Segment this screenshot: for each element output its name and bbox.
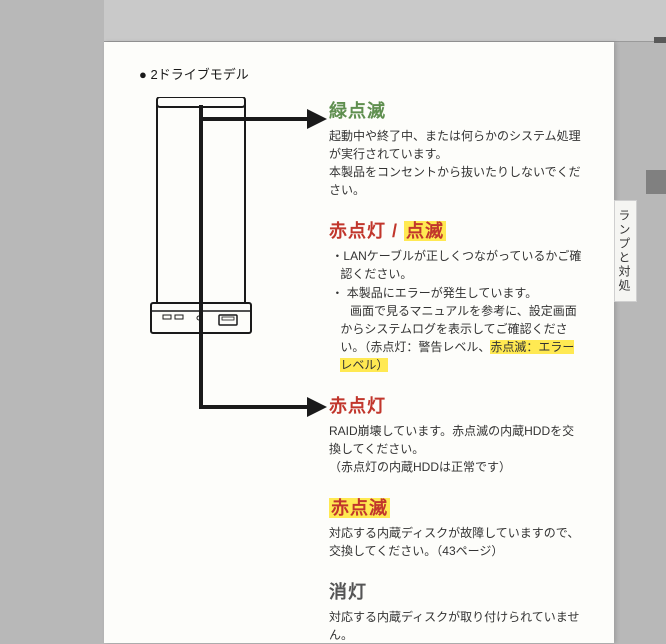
body-green-blink: 起動中や終了中、または何らかのシステム処理が実行されています。 本製品をコンセン… (329, 127, 586, 199)
descriptions: 緑点滅 起動中や終了中、または何らかのシステム処理が実行されています。 本製品を… (329, 97, 586, 644)
li-error-a: 本製品にエラーが発生しています。 (347, 286, 537, 300)
section-off: 消灯 対応する内蔵ディスクが取り付けられていません。 (329, 578, 586, 644)
side-tab[interactable]: ランプと対処 (614, 200, 637, 302)
body-off: 対応する内蔵ディスクが取り付けられていません。 (329, 608, 586, 644)
title-red-blink-hl: 点滅 (404, 221, 446, 241)
title-sep: / (386, 221, 404, 241)
device-svg (139, 97, 329, 437)
section-heading: ● 2ドライブモデル (139, 64, 586, 83)
device-diagram (139, 97, 329, 437)
viewer-toolbar (104, 0, 666, 42)
title-red-blink2: 赤点滅 (329, 498, 390, 518)
section-red-blink: 赤点滅 対応する内蔵ディスクが故障していますので、交換してください。（43ページ… (329, 494, 586, 560)
li-lan: LANケーブルが正しくつながっているかご確認ください。 (331, 247, 586, 283)
page-paper: ● 2ドライブモデル (104, 42, 614, 643)
title-off: 消灯 (329, 582, 367, 602)
heading-text: ● 2ドライブモデル (139, 67, 249, 82)
body-disk-fault: 対応する内蔵ディスクが故障していますので、交換してください。（43ページ） (329, 524, 586, 560)
section-green-blink: 緑点滅 起動中や終了中、または何らかのシステム処理が実行されています。 本製品を… (329, 97, 586, 199)
title-red-on2: 赤点灯 (329, 396, 386, 416)
li-error: 本製品にエラーが発生しています。 画面で見るマニュアルを参考に、設定画面からシス… (331, 284, 586, 374)
body-raid1: RAID崩壊しています。赤点滅の内蔵HDDを交換してください。 (329, 422, 586, 458)
title-green-blink: 緑点滅 (329, 101, 386, 121)
title-red-on: 赤点灯 (329, 221, 386, 241)
scrollbar-thumb[interactable] (646, 170, 666, 194)
body-raid2: （赤点灯の内蔵HDDは正常です） (329, 458, 586, 476)
section-red-on: 赤点灯 RAID崩壊しています。赤点滅の内蔵HDDを交換してください。 （赤点灯… (329, 392, 586, 476)
section-red-on-blink: 赤点灯 / 点滅 LANケーブルが正しくつながっているかご確認ください。 本製品… (329, 217, 586, 374)
side-tab-label: ランプと対処 (617, 209, 631, 293)
